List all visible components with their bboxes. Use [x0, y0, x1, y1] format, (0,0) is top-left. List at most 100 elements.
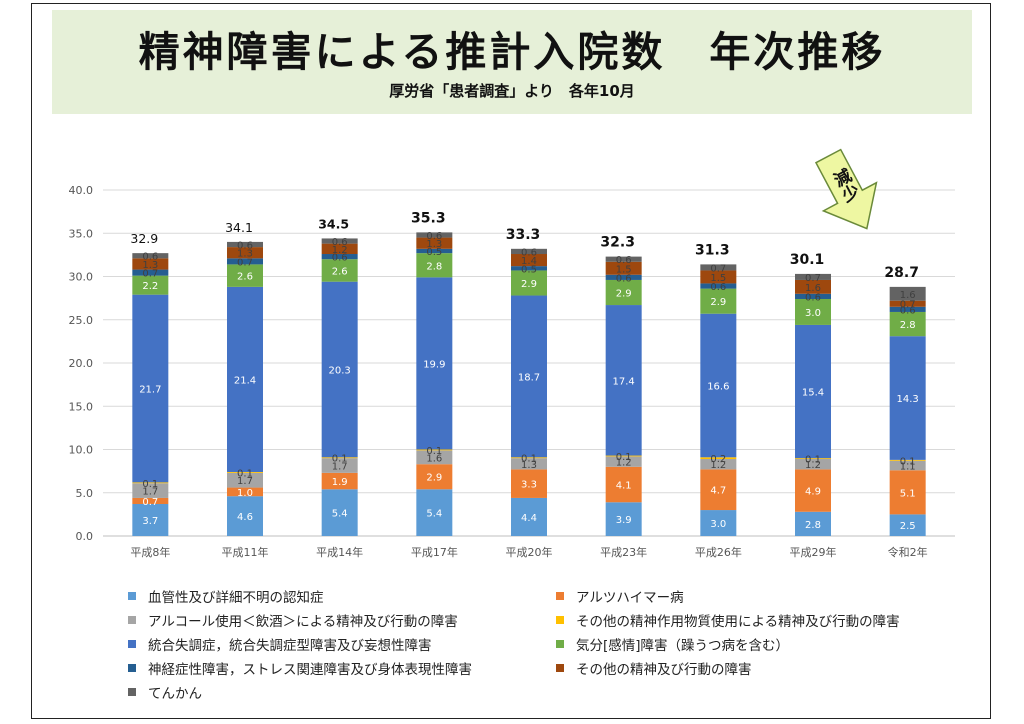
legend-swatch	[128, 640, 136, 648]
bar-segment	[700, 469, 737, 511]
bar-segment	[605, 274, 642, 280]
bar-segment	[227, 472, 263, 488]
data-label: 1.2	[710, 460, 726, 471]
decrease-arrow: 減少	[814, 148, 878, 230]
legend-item: 気分[感情]障害（躁うつ病を含む）	[556, 634, 789, 654]
data-label: 0.1	[900, 456, 916, 467]
data-label: 21.4	[234, 375, 256, 386]
legend-item: アルツハイマー病	[556, 586, 684, 606]
bars	[132, 232, 926, 536]
legend-item: 統合失調症，統合失調症型障害及び妄想性障害	[128, 634, 432, 654]
bar-segment	[511, 254, 547, 267]
bar-segment	[416, 237, 453, 249]
x-tick-label: 令和2年	[888, 545, 928, 559]
legend-swatch	[128, 592, 136, 600]
data-label: 2.6	[237, 272, 253, 283]
bar-segment	[795, 511, 831, 536]
bar-segment	[416, 464, 453, 490]
total-labels: 32.9 34.1 34.5 35.3 33.3 32.3 31.3 30.1 28.7	[130, 210, 919, 280]
data-label: 0.6	[332, 253, 348, 264]
bar-segment	[227, 247, 263, 259]
bar-segment	[605, 279, 642, 306]
bar-segment	[511, 295, 547, 458]
legend-swatch	[556, 664, 564, 672]
title-banner: 精神障害による推計入院数 年次推移 厚労省「患者調査」より 各年10月	[52, 10, 972, 114]
data-label: 4.9	[805, 487, 821, 498]
data-label: 1.0	[237, 488, 253, 499]
data-label: 18.7	[518, 372, 540, 383]
data-label: 0.6	[710, 282, 726, 293]
x-tick-label: 平成14年	[316, 545, 363, 559]
legend-label: アルツハイマー病	[576, 590, 684, 606]
data-label: 1.7	[332, 462, 348, 473]
data-label: 3.0	[710, 519, 726, 530]
data-label: 0.7	[237, 257, 253, 268]
data-label: 4.6	[237, 512, 253, 523]
bar-segment	[795, 458, 831, 460]
data-label: 0.5	[426, 247, 442, 258]
data-label: 0.1	[426, 446, 442, 457]
legend-item: その他の精神及び行動の障害	[556, 658, 752, 678]
data-label: 17.4	[613, 376, 635, 387]
legend-swatch	[128, 616, 136, 624]
data-label: 1.6	[805, 283, 821, 294]
legend-label: てんかん	[148, 686, 202, 702]
x-axis-ticks: 平成8年 平成11年 平成14年 平成17年 平成20年 平成23年 平成26年 平成29年 令…	[130, 545, 927, 559]
bar-segment	[416, 232, 453, 238]
data-label: 1.6	[900, 290, 916, 301]
data-label: 0.6	[805, 292, 821, 303]
legend-item: てんかん	[128, 682, 202, 702]
bar-segment	[227, 471, 263, 473]
data-label: 0.6	[616, 255, 632, 266]
bar-segment	[511, 266, 547, 271]
bar-segment	[416, 449, 453, 451]
bar-segment	[416, 248, 453, 254]
legend-swatch	[128, 664, 136, 672]
bar-segment	[227, 286, 263, 472]
data-label: 0.6	[426, 231, 442, 242]
bar-segment	[889, 514, 926, 536]
bar-segment	[795, 298, 831, 325]
data-label: 0.7	[900, 300, 916, 311]
data-label: 20.3	[329, 365, 351, 376]
bar-segment	[416, 450, 453, 465]
data-label: 0.7	[142, 497, 158, 508]
bar-segment	[700, 457, 737, 460]
bar-segment	[605, 502, 642, 536]
bar-segment	[227, 241, 263, 248]
legend-label: 統合失調症，統合失調症型障害及び妄想性障害	[148, 638, 432, 654]
data-label: 2.9	[616, 289, 632, 300]
bar-segment	[605, 256, 642, 262]
page-title: 精神障害による推計入院数 年次推移	[138, 28, 886, 76]
bar-segment	[511, 458, 547, 470]
bar-segment	[321, 281, 358, 458]
total-label: 30.1	[790, 252, 825, 268]
bar-segment	[605, 455, 642, 457]
bar-segment	[700, 313, 737, 458]
bar-segment	[889, 470, 926, 515]
y-tick-label: 5.0	[76, 487, 94, 500]
total-label: 34.1	[225, 220, 253, 235]
total-label: 28.7	[884, 265, 919, 281]
x-tick-label: 平成26年	[695, 545, 742, 559]
x-tick-label: 平成23年	[600, 545, 647, 559]
data-label: 1.3	[426, 239, 442, 250]
bar-segment	[889, 311, 926, 337]
bar-segment	[132, 269, 169, 276]
data-label: 1.5	[710, 273, 726, 284]
legend-item: アルコール使用＜飲酒＞による精神及び行動の障害	[128, 610, 458, 630]
bar-segment	[511, 270, 547, 296]
data-label: 0.1	[332, 454, 348, 465]
data-label: 0.6	[616, 273, 632, 284]
data-label: 0.6	[900, 305, 916, 316]
data-label: 3.3	[521, 480, 537, 491]
data-label: 1.3	[521, 460, 537, 471]
bar-segment	[795, 293, 831, 299]
bar-segment	[132, 258, 169, 270]
x-tick-label: 平成29年	[790, 545, 837, 559]
bar-segment	[227, 496, 263, 536]
bar-segment	[700, 288, 737, 314]
y-tick-label: 15.0	[69, 400, 94, 413]
data-label: 1.3	[237, 249, 253, 260]
bar-segment	[700, 264, 737, 271]
